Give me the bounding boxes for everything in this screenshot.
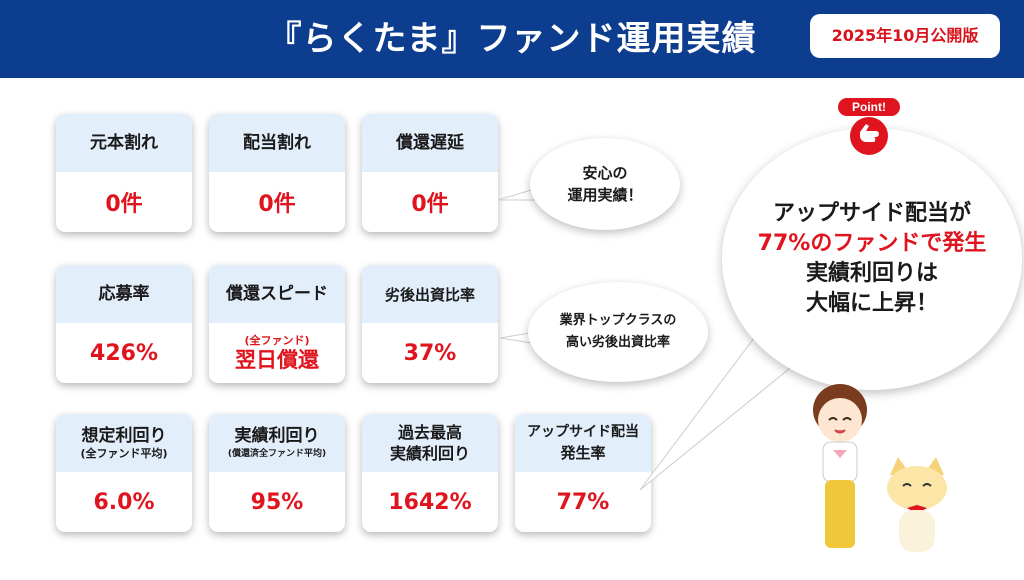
bubble-line: 運用実績！: [567, 186, 643, 204]
mascot-characters: [795, 380, 965, 564]
card-record-yield: 過去最高 実績利回り 1642%: [362, 414, 498, 532]
upside-bubble: アップサイド配当が 77%のファンドで発生 実績利回りは 大幅に上昇！: [722, 128, 1022, 390]
card-redemption-delay: 償還遅延 0件: [362, 114, 498, 232]
mascot-illustration: [813, 384, 947, 552]
card-label-group: 想定利回り (全ファンド平均): [56, 414, 192, 472]
card-principal-loss: 元本割れ 0件: [56, 114, 192, 232]
girl-mouth: [834, 429, 846, 434]
card-label: 償還スピード: [209, 265, 345, 323]
subordinated-bubble: 業界トップクラスの 高い劣後出資比率: [528, 282, 708, 382]
card-label: 償還遅延: [362, 114, 498, 172]
card-label: 劣後出資比率: [362, 265, 498, 323]
header-bar: 『らくたま』ファンド運用実績 2025年10月公開版: [0, 0, 1024, 78]
girl-shirt: [822, 441, 858, 483]
girl-pants: [825, 480, 855, 548]
point-badge-label: Point!: [852, 100, 886, 114]
hand-shape: [860, 124, 879, 142]
card-value: 95%: [250, 489, 304, 515]
card-label-group: 実績利回り (償還済全ファンド平均): [209, 414, 345, 472]
cat-bowtie: [907, 505, 927, 514]
card-actual-yield: 実績利回り (償還済全ファンド平均) 95%: [209, 414, 345, 532]
card-label: 応募率: [56, 265, 192, 323]
card-label-line1: 過去最高: [397, 423, 462, 442]
bubble-line: 実績利回りは: [805, 261, 938, 286]
card-value: 426%: [90, 340, 158, 366]
page-title: 『らくたま』ファンド運用実績: [267, 19, 757, 59]
safety-bubble: 安心の 運用実績！: [530, 138, 680, 230]
cat-body: [899, 510, 935, 552]
edition-badge: 2025年10月公開版: [810, 14, 1000, 58]
card-note: (全ファンド): [244, 334, 310, 347]
card-value: 0件: [411, 192, 449, 217]
bubble-line: 業界トップクラスの: [559, 313, 677, 328]
card-label-group: アップサイド配当 発生率: [515, 414, 651, 472]
card-subordinated-ratio: 劣後出資比率 37%: [362, 265, 498, 383]
card-value: 6.0%: [93, 489, 155, 515]
bubble-line: アップサイド配当が: [772, 201, 971, 226]
girl-eyes: [828, 417, 852, 421]
cat-head: [887, 466, 947, 510]
bubble-line: 安心の: [582, 164, 628, 182]
card-upside-rate: アップサイド配当 発生率 77%: [515, 414, 651, 532]
girl-ribbon: [833, 450, 847, 458]
card-value: 0件: [105, 192, 143, 217]
point-badge-bg: [838, 98, 900, 116]
card-label-group: 過去最高 実績利回り: [362, 414, 498, 472]
card-dividend-loss: 配当割れ 0件: [209, 114, 345, 232]
card-label-line1: アップサイド配当: [527, 424, 639, 440]
card-label: 配当割れ: [209, 114, 345, 172]
card-value: 翌日償還: [235, 348, 319, 372]
cat-eyes: [902, 483, 932, 487]
card-value: 77%: [556, 489, 610, 515]
bubble-line: 大幅に上昇！: [805, 291, 938, 316]
card-label: 実績利回り: [234, 425, 320, 446]
card-value-group: (全ファンド) 翌日償還: [209, 323, 345, 383]
card-expected-yield: 想定利回り (全ファンド平均) 6.0%: [56, 414, 192, 532]
card-redemption-speed: 償還スピード (全ファンド) 翌日償還: [209, 265, 345, 383]
card-sublabel: (償還済全ファンド平均): [227, 448, 327, 459]
card-label: 想定利回り: [81, 425, 167, 446]
point-badge: Point!: [830, 96, 910, 162]
card-application-rate: 応募率 426%: [56, 265, 192, 383]
card-label-line2: 実績利回り: [389, 444, 470, 463]
card-value: 0件: [258, 192, 296, 217]
pointing-hand-icon: Point!: [838, 98, 900, 155]
bubble-line: 高い劣後出資比率: [565, 335, 670, 350]
card-value: 1642%: [388, 489, 472, 515]
card-sublabel: (全ファンド平均): [80, 446, 168, 460]
card-label-line2: 発生率: [560, 444, 606, 462]
card-label: 元本割れ: [56, 114, 192, 172]
girl-face: [818, 398, 862, 442]
card-value: 37%: [403, 340, 457, 366]
bubble-line-highlight: 77%のファンドで発生: [757, 231, 987, 256]
